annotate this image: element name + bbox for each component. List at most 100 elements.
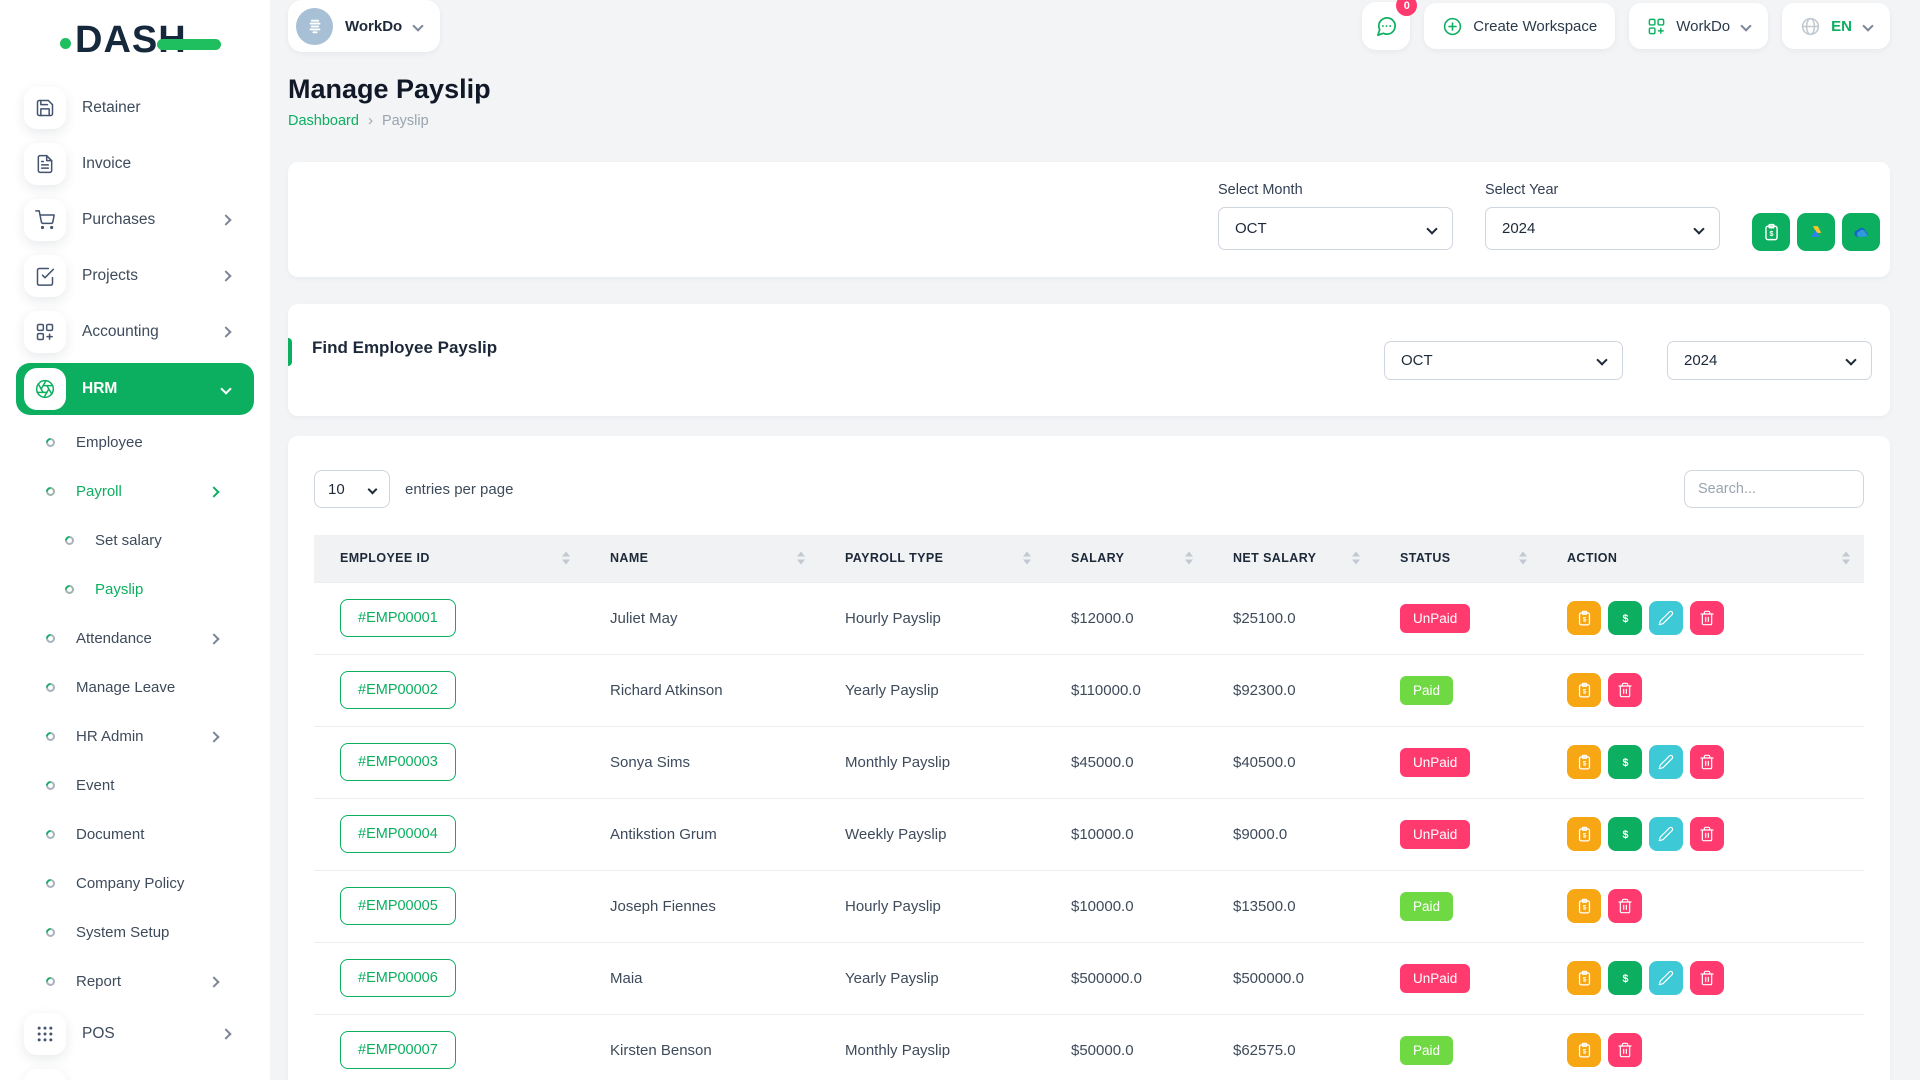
sidebar-item-label: Document [76,826,145,843]
edit-button[interactable] [1649,961,1683,995]
employee-id-badge[interactable]: #EMP00007 [340,1031,456,1069]
month-select[interactable]: OCT [1218,207,1453,250]
payslip-button[interactable] [1567,817,1601,851]
payslip-button[interactable] [1567,1033,1601,1067]
pay-button[interactable]: $ [1608,601,1642,635]
sidebar-item-hr-admin[interactable]: HR Admin [16,712,254,761]
sidebar-item-manage-leave[interactable]: Manage Leave [16,663,254,712]
sidebar-item-payroll[interactable]: Payroll [16,467,254,516]
pay-button[interactable]: $ [1608,745,1642,779]
payslip-button[interactable] [1567,745,1601,779]
delete-button[interactable] [1690,601,1724,635]
employee-name-cell: Sonya Sims [584,726,819,799]
breadcrumb-dashboard-link[interactable]: Dashboard [288,112,359,129]
search-input[interactable] [1684,470,1864,508]
employee-id-badge[interactable]: #EMP00003 [340,743,456,781]
table-row: #EMP00006 Maia Yearly Payslip $500000.0 … [314,942,1864,1015]
column-header-salary[interactable]: SALARY [1045,535,1207,582]
app-logo[interactable]: DASH [0,0,270,80]
chevron-right-icon [208,975,220,988]
edit-button[interactable] [1649,745,1683,779]
sidebar-item-document[interactable]: Document [16,810,254,859]
workspace-avatar [296,7,333,45]
employee-id-badge[interactable]: #EMP00004 [340,815,456,853]
column-header-action[interactable]: ACTION [1541,535,1864,582]
language-label: EN [1831,17,1852,35]
sidebar-item-payslip[interactable]: Payslip [16,565,254,614]
sidebar-item-crm[interactable]: CRM [16,1062,254,1080]
delete-button[interactable] [1690,961,1724,995]
delete-button[interactable] [1608,1033,1642,1067]
column-header-payroll-type[interactable]: PAYROLL TYPE [819,535,1045,582]
column-header-status[interactable]: STATUS [1374,535,1541,582]
table-header-row: EMPLOYEE ID NAME PAYROLL TYPE SALARY NET… [314,535,1864,582]
logo-dash-icon [156,38,221,50]
bulk-payslip-button[interactable] [1752,213,1790,251]
create-workspace-button[interactable]: Create Workspace [1424,3,1616,49]
payslip-button[interactable] [1567,961,1601,995]
delete-button[interactable] [1608,673,1642,707]
logo-dot-icon [60,37,71,49]
entries-value: 10 [328,480,345,498]
onedrive-export-button[interactable] [1842,213,1880,251]
employee-id-badge[interactable]: #EMP00002 [340,671,456,709]
sort-icon [1842,551,1850,565]
pay-button[interactable]: $ [1608,961,1642,995]
workspace-selector[interactable]: WorkDo [288,0,441,52]
column-header-net-salary[interactable]: NET SALARY [1207,535,1374,582]
sort-icon [1023,551,1031,565]
find-month-select[interactable]: OCT [1384,340,1623,380]
payslip-button[interactable] [1567,889,1601,923]
column-header-name[interactable]: NAME [584,535,819,582]
sidebar-item-event[interactable]: Event [16,761,254,810]
sidebar-item-report[interactable]: Report [16,957,254,1006]
employee-name-cell: Maia [584,942,819,1015]
sidebar-item-accounting[interactable]: Accounting [16,304,254,360]
select-month-label: Select Month [1218,182,1303,198]
sidebar-item-projects[interactable]: Projects [16,248,254,304]
bullet-icon [44,975,57,988]
employee-id-badge[interactable]: #EMP00006 [340,959,456,997]
net-salary-cell: $92300.0 [1207,654,1374,727]
sidebar-item-employee[interactable]: Employee [16,418,254,467]
language-selector[interactable]: EN [1782,3,1890,49]
sidebar-item-set-salary[interactable]: Set salary [16,516,254,565]
sidebar-item-label: Invoice [82,155,132,172]
sidebar-item-attendance[interactable]: Attendance [16,614,254,663]
workdo-menu-button[interactable]: WorkDo [1629,3,1769,49]
delete-button[interactable] [1690,817,1724,851]
sidebar-item-purchases[interactable]: Purchases [16,192,254,248]
employee-name-cell: Antikstion Grum [584,798,819,871]
google-drive-export-button[interactable] [1797,213,1835,251]
payroll-type-cell: Yearly Payslip [819,654,1045,727]
cart-icon [24,199,66,241]
payslip-button[interactable] [1567,601,1601,635]
payslip-table-card: 10 entries per page EMPLOYEE ID NAME PAY… [288,436,1890,1080]
sidebar-item-label: Projects [82,267,138,284]
find-year-select[interactable]: 2024 [1667,340,1872,380]
messages-button[interactable]: 0 [1362,0,1418,50]
sidebar: DASH Retainer Invoice Purchases Projects… [0,0,270,1080]
edit-button[interactable] [1649,601,1683,635]
employee-id-badge[interactable]: #EMP00001 [340,599,456,637]
sidebar-item-invoice[interactable]: Invoice [16,136,254,192]
sidebar-item-pos[interactable]: POS [16,1006,254,1062]
sidebar-item-system-setup[interactable]: System Setup [16,908,254,957]
pay-button[interactable]: $ [1608,817,1642,851]
entries-per-page-select[interactable]: 10 [314,470,390,508]
delete-button[interactable] [1608,889,1642,923]
bullet-icon [63,583,76,596]
column-header-employee-id[interactable]: EMPLOYEE ID [314,535,584,582]
payslip-button[interactable] [1567,673,1601,707]
table-row: #EMP00005 Joseph Fiennes Hourly Payslip … [314,870,1864,943]
chevron-right-icon [220,1028,232,1040]
year-select[interactable]: 2024 [1485,207,1720,250]
sidebar-item-retainer[interactable]: Retainer [16,80,254,136]
sidebar-item-company-policy[interactable]: Company Policy [16,859,254,908]
chevron-right-icon [208,632,220,645]
employee-id-badge[interactable]: #EMP00005 [340,887,456,925]
sidebar-item-hrm[interactable]: HRM [16,363,254,415]
delete-button[interactable] [1690,745,1724,779]
payroll-type-cell: Yearly Payslip [819,942,1045,1015]
edit-button[interactable] [1649,817,1683,851]
